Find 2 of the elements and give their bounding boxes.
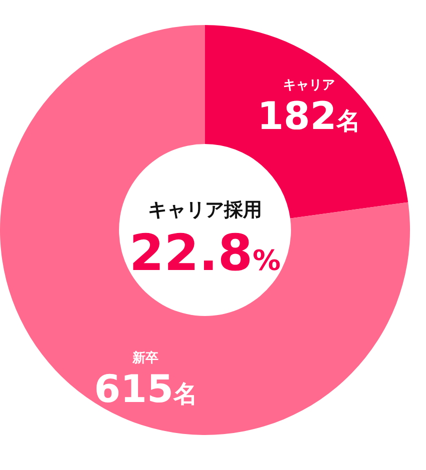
text: キャリア採用 [148, 199, 262, 221]
text: 22.8% [129, 224, 281, 282]
